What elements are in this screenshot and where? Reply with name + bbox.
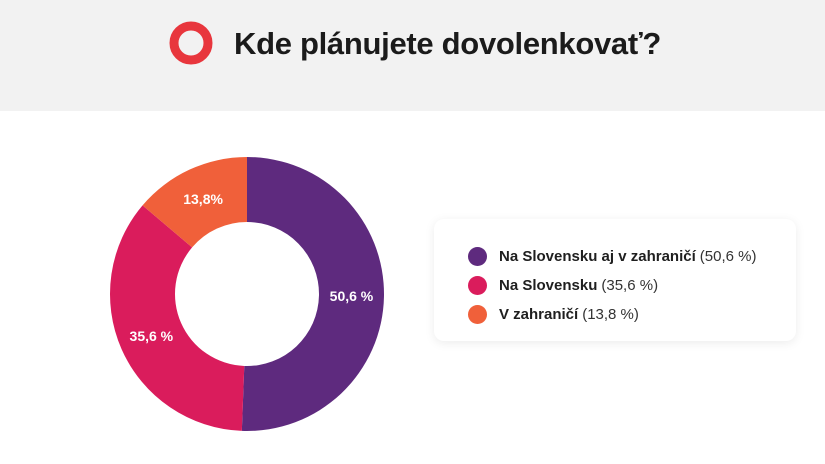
donut-chart: 50,6 % 35,6 % 13,8% (110, 157, 385, 432)
chart-legend: Na Slovensku aj v zahraničí (50,6 %) Na … (434, 219, 796, 341)
header: Kde plánujete dovolenkovať? (0, 0, 825, 111)
legend-value: (35,6 %) (601, 277, 659, 294)
data-label: 50,6 % (330, 288, 374, 304)
slice-slovensko (110, 205, 245, 431)
legend-label: V zahraničí (499, 306, 579, 323)
legend-label: Na Slovensku (499, 277, 598, 294)
page-title: Kde plánujete dovolenkovať? (234, 26, 662, 61)
legend-swatch (468, 247, 487, 266)
legend-swatch (468, 305, 487, 324)
slice-slovensko-zahranicie (241, 157, 385, 432)
slice-zahranicie (142, 157, 247, 248)
legend-item-slovensko-zahranicie: Na Slovensku aj v zahraničí (50,6 %) (434, 242, 796, 271)
legend-item-zahranicie: V zahraničí (13,8 %) (434, 300, 796, 329)
legend-value: (50,6 %) (699, 248, 757, 265)
legend-swatch (468, 276, 487, 295)
legend-value: (13,8 %) (582, 306, 639, 323)
data-label: 13,8% (183, 191, 223, 207)
legend-item-slovensko: Na Slovensku (35,6 %) (434, 271, 796, 300)
ring-logo-icon (169, 21, 213, 65)
data-label: 35,6 % (130, 328, 174, 344)
legend-label: Na Slovensku aj v zahraničí (499, 248, 696, 265)
